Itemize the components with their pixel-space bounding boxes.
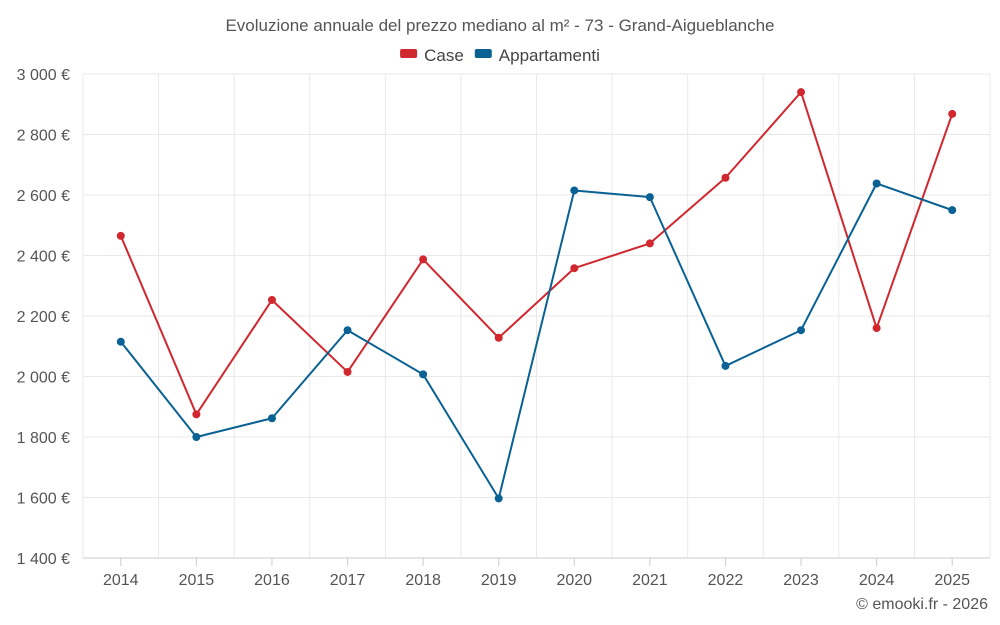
data-point[interactable] — [419, 370, 428, 379]
data-point[interactable] — [419, 255, 428, 264]
data-point[interactable] — [343, 367, 352, 376]
x-tick-label: 2015 — [179, 572, 215, 589]
x-axis: 2014 2015 2016 2017 2018 2019 2020 2021 2022 2023… — [83, 557, 990, 589]
y-tick-label: 2 000 € — [17, 370, 70, 387]
legend-item[interactable]: Case — [400, 46, 464, 65]
data-point[interactable] — [645, 193, 654, 202]
credit-text: © emooki.fr - 2026 — [856, 596, 988, 613]
data-point[interactable] — [570, 186, 579, 195]
data-point[interactable] — [872, 324, 881, 333]
x-tick-label: 2016 — [254, 572, 290, 589]
legend-item[interactable]: Appartamenti — [474, 46, 600, 65]
data-point[interactable] — [948, 206, 957, 215]
x-tick-label: 2025 — [934, 572, 970, 589]
x-tick-label: 2019 — [481, 572, 517, 589]
x-tick-label: 2021 — [632, 572, 668, 589]
data-point[interactable] — [872, 179, 881, 188]
x-tick-label: 2018 — [405, 572, 441, 589]
y-tick-label: 1 800 € — [17, 430, 70, 447]
data-point[interactable] — [494, 333, 503, 342]
legend: Case Appartamenti — [400, 46, 600, 65]
x-tick-label: 2022 — [708, 572, 744, 589]
data-point[interactable] — [721, 173, 730, 182]
data-point[interactable] — [948, 109, 957, 118]
y-tick-label: 1 600 € — [17, 491, 70, 508]
grid — [82, 73, 991, 559]
y-tick-label: 2 200 € — [17, 309, 70, 326]
y-tick-label: 1 400 € — [17, 551, 70, 568]
data-point[interactable] — [192, 410, 201, 419]
data-point[interactable] — [494, 494, 503, 503]
series-group — [116, 88, 957, 503]
y-tick-label: 2 400 € — [17, 249, 70, 266]
data-point[interactable] — [343, 326, 352, 335]
data-point[interactable] — [192, 433, 201, 441]
series-line-0 — [119, 91, 954, 416]
data-point[interactable] — [116, 231, 125, 240]
x-tick-label: 2014 — [103, 572, 139, 589]
y-tick-label: 2 600 € — [17, 188, 70, 205]
x-tick-label: 2017 — [330, 572, 366, 589]
y-axis: 1 400 € 1 600 € 1 800 € 2 000 € 2 200 € 2 400… — [17, 67, 70, 568]
data-point[interactable] — [797, 326, 806, 335]
data-point[interactable] — [570, 264, 579, 273]
data-point[interactable] — [116, 337, 125, 346]
legend-swatch — [400, 49, 418, 58]
data-point[interactable] — [721, 361, 730, 370]
data-point[interactable] — [797, 88, 806, 97]
legend-swatch — [474, 49, 492, 58]
data-point[interactable] — [267, 295, 276, 304]
legend-label: Appartamenti — [499, 46, 600, 65]
y-tick-label: 3 000 € — [17, 67, 70, 84]
data-point[interactable] — [645, 239, 654, 248]
chart-title: Evoluzione annuale del prezzo mediano al… — [225, 16, 774, 35]
series-line-1 — [120, 182, 953, 500]
x-tick-label: 2023 — [783, 572, 819, 589]
x-tick-label: 2024 — [859, 572, 895, 589]
data-point[interactable] — [267, 414, 276, 423]
legend-label: Case — [424, 46, 464, 65]
y-tick-label: 2 800 € — [17, 128, 70, 145]
x-tick-label: 2020 — [556, 572, 592, 589]
